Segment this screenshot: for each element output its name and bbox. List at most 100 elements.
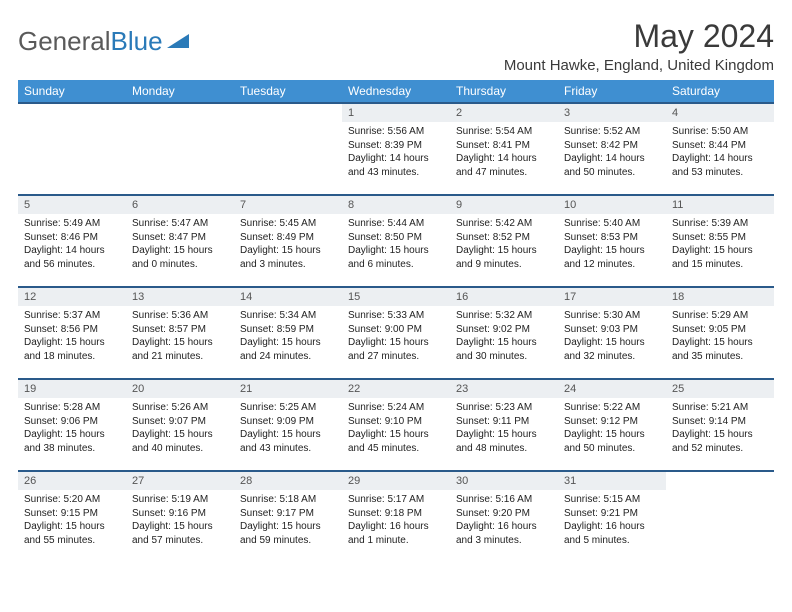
calendar-week-row: 26Sunrise: 5:20 AMSunset: 9:15 PMDayligh…	[18, 471, 774, 563]
day-number: 25	[666, 380, 774, 398]
day-info: Sunrise: 5:18 AMSunset: 9:17 PMDaylight:…	[234, 490, 342, 553]
location-subtitle: Mount Hawke, England, United Kingdom	[504, 57, 774, 74]
day-info: Sunrise: 5:42 AMSunset: 8:52 PMDaylight:…	[450, 214, 558, 277]
day-info: Sunrise: 5:24 AMSunset: 9:10 PMDaylight:…	[342, 398, 450, 461]
day-number: 27	[126, 472, 234, 490]
calendar-day-cell: 31Sunrise: 5:15 AMSunset: 9:21 PMDayligh…	[558, 471, 666, 563]
day-number: 24	[558, 380, 666, 398]
day-number: 13	[126, 288, 234, 306]
logo-triangle-icon	[167, 30, 189, 53]
sunrise-line: Sunrise: 5:56 AM	[348, 126, 424, 137]
calendar-day-cell: 24Sunrise: 5:22 AMSunset: 9:12 PMDayligh…	[558, 379, 666, 471]
day-info: Sunrise: 5:34 AMSunset: 8:59 PMDaylight:…	[234, 306, 342, 369]
day-number: 16	[450, 288, 558, 306]
calendar-day-cell: 15Sunrise: 5:33 AMSunset: 9:00 PMDayligh…	[342, 287, 450, 379]
calendar-day-cell: 27Sunrise: 5:19 AMSunset: 9:16 PMDayligh…	[126, 471, 234, 563]
sunset-line: Sunset: 9:14 PM	[672, 416, 746, 427]
daylight-line: Daylight: 15 hours and 43 minutes.	[240, 429, 321, 454]
sunrise-line: Sunrise: 5:32 AM	[456, 310, 532, 321]
calendar-week-row: 1Sunrise: 5:56 AMSunset: 8:39 PMDaylight…	[18, 103, 774, 195]
sunrise-line: Sunrise: 5:54 AM	[456, 126, 532, 137]
day-info: Sunrise: 5:19 AMSunset: 9:16 PMDaylight:…	[126, 490, 234, 553]
daylight-line: Daylight: 16 hours and 3 minutes.	[456, 521, 537, 546]
sunset-line: Sunset: 9:03 PM	[564, 324, 638, 335]
daylight-line: Daylight: 14 hours and 56 minutes.	[24, 245, 105, 270]
logo-word-1: General	[18, 26, 111, 56]
daylight-line: Daylight: 15 hours and 35 minutes.	[672, 337, 753, 362]
sunset-line: Sunset: 9:09 PM	[240, 416, 314, 427]
sunrise-line: Sunrise: 5:23 AM	[456, 402, 532, 413]
day-info: Sunrise: 5:21 AMSunset: 9:14 PMDaylight:…	[666, 398, 774, 461]
day-number: 6	[126, 196, 234, 214]
sunset-line: Sunset: 9:12 PM	[564, 416, 638, 427]
day-number: 18	[666, 288, 774, 306]
daylight-line: Daylight: 15 hours and 32 minutes.	[564, 337, 645, 362]
sunset-line: Sunset: 8:42 PM	[564, 140, 638, 151]
calendar-day-cell: 6Sunrise: 5:47 AMSunset: 8:47 PMDaylight…	[126, 195, 234, 287]
sunset-line: Sunset: 8:57 PM	[132, 324, 206, 335]
calendar-day-cell: 13Sunrise: 5:36 AMSunset: 8:57 PMDayligh…	[126, 287, 234, 379]
calendar-week-row: 5Sunrise: 5:49 AMSunset: 8:46 PMDaylight…	[18, 195, 774, 287]
day-number: 30	[450, 472, 558, 490]
calendar-day-cell: 8Sunrise: 5:44 AMSunset: 8:50 PMDaylight…	[342, 195, 450, 287]
sunrise-line: Sunrise: 5:15 AM	[564, 494, 640, 505]
sunset-line: Sunset: 8:55 PM	[672, 232, 746, 243]
sunrise-line: Sunrise: 5:37 AM	[24, 310, 100, 321]
logo: GeneralBlue	[18, 26, 189, 57]
daylight-line: Daylight: 14 hours and 47 minutes.	[456, 153, 537, 178]
sunrise-line: Sunrise: 5:19 AM	[132, 494, 208, 505]
day-info: Sunrise: 5:25 AMSunset: 9:09 PMDaylight:…	[234, 398, 342, 461]
sunrise-line: Sunrise: 5:45 AM	[240, 218, 316, 229]
day-number: 28	[234, 472, 342, 490]
calendar-day-cell: 25Sunrise: 5:21 AMSunset: 9:14 PMDayligh…	[666, 379, 774, 471]
calendar-day-cell: 1Sunrise: 5:56 AMSunset: 8:39 PMDaylight…	[342, 103, 450, 195]
sunset-line: Sunset: 8:59 PM	[240, 324, 314, 335]
daylight-line: Daylight: 15 hours and 9 minutes.	[456, 245, 537, 270]
sunset-line: Sunset: 9:21 PM	[564, 508, 638, 519]
day-info: Sunrise: 5:16 AMSunset: 9:20 PMDaylight:…	[450, 490, 558, 553]
calendar-day-cell: 19Sunrise: 5:28 AMSunset: 9:06 PMDayligh…	[18, 379, 126, 471]
day-number: 20	[126, 380, 234, 398]
sunrise-line: Sunrise: 5:42 AM	[456, 218, 532, 229]
day-number: 7	[234, 196, 342, 214]
weekday-header: Monday	[126, 80, 234, 103]
sunrise-line: Sunrise: 5:50 AM	[672, 126, 748, 137]
day-info: Sunrise: 5:22 AMSunset: 9:12 PMDaylight:…	[558, 398, 666, 461]
daylight-line: Daylight: 15 hours and 57 minutes.	[132, 521, 213, 546]
calendar-day-cell: 18Sunrise: 5:29 AMSunset: 9:05 PMDayligh…	[666, 287, 774, 379]
sunrise-line: Sunrise: 5:30 AM	[564, 310, 640, 321]
day-number: 17	[558, 288, 666, 306]
calendar-day-cell: 29Sunrise: 5:17 AMSunset: 9:18 PMDayligh…	[342, 471, 450, 563]
day-number: 8	[342, 196, 450, 214]
sunrise-line: Sunrise: 5:24 AM	[348, 402, 424, 413]
calendar-day-cell: 9Sunrise: 5:42 AMSunset: 8:52 PMDaylight…	[450, 195, 558, 287]
sunrise-line: Sunrise: 5:21 AM	[672, 402, 748, 413]
sunset-line: Sunset: 8:53 PM	[564, 232, 638, 243]
sunrise-line: Sunrise: 5:17 AM	[348, 494, 424, 505]
sunset-line: Sunset: 8:39 PM	[348, 140, 422, 151]
sunset-line: Sunset: 9:18 PM	[348, 508, 422, 519]
day-info: Sunrise: 5:37 AMSunset: 8:56 PMDaylight:…	[18, 306, 126, 369]
daylight-line: Daylight: 15 hours and 50 minutes.	[564, 429, 645, 454]
weekday-header: Saturday	[666, 80, 774, 103]
sunset-line: Sunset: 8:46 PM	[24, 232, 98, 243]
daylight-line: Daylight: 14 hours and 43 minutes.	[348, 153, 429, 178]
calendar-day-cell: 21Sunrise: 5:25 AMSunset: 9:09 PMDayligh…	[234, 379, 342, 471]
day-number: 14	[234, 288, 342, 306]
day-number: 15	[342, 288, 450, 306]
sunrise-line: Sunrise: 5:39 AM	[672, 218, 748, 229]
sunrise-line: Sunrise: 5:44 AM	[348, 218, 424, 229]
sunset-line: Sunset: 8:41 PM	[456, 140, 530, 151]
daylight-line: Daylight: 15 hours and 24 minutes.	[240, 337, 321, 362]
calendar-day-cell: 7Sunrise: 5:45 AMSunset: 8:49 PMDaylight…	[234, 195, 342, 287]
title-block: May 2024 Mount Hawke, England, United Ki…	[504, 18, 774, 74]
calendar-day-cell: 12Sunrise: 5:37 AMSunset: 8:56 PMDayligh…	[18, 287, 126, 379]
day-number: 21	[234, 380, 342, 398]
sunrise-line: Sunrise: 5:52 AM	[564, 126, 640, 137]
sunrise-line: Sunrise: 5:20 AM	[24, 494, 100, 505]
calendar-empty-cell	[18, 103, 126, 195]
sunrise-line: Sunrise: 5:26 AM	[132, 402, 208, 413]
sunset-line: Sunset: 9:00 PM	[348, 324, 422, 335]
day-info: Sunrise: 5:29 AMSunset: 9:05 PMDaylight:…	[666, 306, 774, 369]
day-info: Sunrise: 5:52 AMSunset: 8:42 PMDaylight:…	[558, 122, 666, 185]
